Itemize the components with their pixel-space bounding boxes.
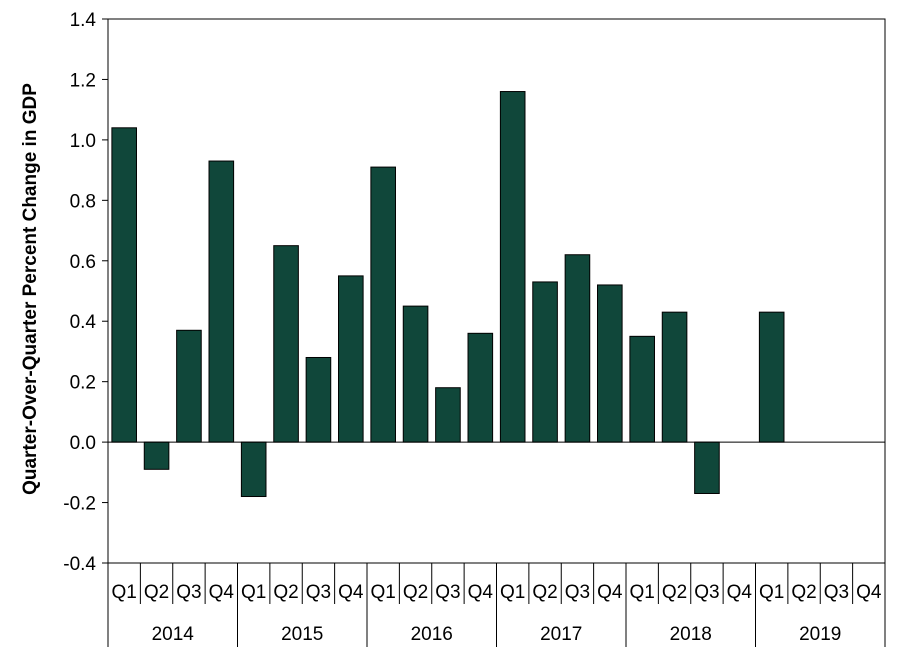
bar-2015-q1 — [240, 441, 267, 498]
x-tick-label-quarter: Q2 — [403, 582, 428, 603]
bar-2015-q3 — [305, 356, 332, 443]
x-tick-label-quarter: Q1 — [241, 582, 266, 603]
axes-group: -0.4 -0.2 0.0 0.2 0.4 0.6 0.8 1.0 1.2 1.4 Q1 Q2 Q3 Q4… — [63, 10, 886, 647]
x-tick-label-quarter: Q4 — [597, 582, 623, 603]
x-tick-label-quarter: Q3 — [694, 582, 719, 603]
y-tick-label: -0.4 — [63, 554, 96, 575]
x-tick-label-quarter: Q2 — [144, 582, 169, 603]
bar-2016-q1 — [370, 166, 396, 443]
bar-2017-q3 — [564, 254, 591, 443]
bar-2014-q3 — [176, 329, 202, 443]
x-tick-label-year: 2016 — [411, 624, 453, 645]
x-tick-label-quarter: Q2 — [662, 582, 687, 603]
bar-2016-q4 — [467, 332, 494, 443]
x-tick-label-year: 2014 — [152, 624, 195, 645]
y-tick-label: 0.6 — [70, 252, 96, 273]
x-tick-label-year: 2015 — [281, 624, 323, 645]
x-tick-label-quarter: Q3 — [435, 582, 460, 603]
x-tick-label-quarter: Q2 — [791, 582, 816, 603]
bar-2017-q2 — [532, 281, 558, 443]
x-tick-label-quarter: Q1 — [630, 582, 655, 603]
y-tick-label: -0.2 — [63, 494, 96, 515]
y-tick-label: 1.4 — [70, 10, 97, 31]
x-tick-label-quarter: Q1 — [371, 582, 396, 603]
y-tick-label: 1.0 — [70, 131, 96, 152]
bar-2018-q3 — [694, 441, 720, 494]
bar-2018-q2 — [661, 311, 688, 443]
bar-2016-q2 — [402, 305, 429, 443]
x-tick-label-quarter: Q1 — [759, 582, 784, 603]
bars-group — [111, 91, 785, 498]
x-tick-label-quarter: Q4 — [727, 582, 753, 603]
y-axis-title: Quarter-Over-Quarter Percent Change in G… — [20, 83, 41, 495]
y-tick-label: 0.2 — [70, 373, 96, 394]
bar-2017-q4 — [597, 284, 623, 443]
x-tick-label-quarter: Q4 — [209, 582, 235, 603]
x-tick-label-quarter: Q3 — [824, 582, 849, 603]
bar-2014-q1 — [111, 127, 137, 443]
bar-2014-q2 — [143, 441, 170, 470]
y-tick-label: 1.2 — [70, 70, 96, 91]
x-tick-label-year: 2017 — [540, 624, 582, 645]
x-tick-label-quarter: Q4 — [856, 582, 882, 603]
x-tick-label-year: 2018 — [670, 624, 712, 645]
x-tick-label-quarter: Q1 — [112, 582, 137, 603]
x-tick-label-quarter: Q2 — [532, 582, 557, 603]
bar-2018-q1 — [629, 335, 655, 443]
y-tick-label: 0.8 — [70, 191, 96, 212]
x-tick-label-quarter: Q3 — [306, 582, 331, 603]
x-tick-label-quarter: Q3 — [176, 582, 201, 603]
bar-2016-q3 — [435, 387, 461, 443]
x-tick-label-year: 2019 — [799, 624, 841, 645]
y-tick-label: 0.0 — [70, 433, 96, 454]
x-tick-label-quarter: Q4 — [338, 582, 364, 603]
x-tick-label-quarter: Q2 — [273, 582, 298, 603]
x-tick-label-quarter: Q1 — [500, 582, 525, 603]
bar-2015-q2 — [273, 245, 299, 443]
bar-2017-q1 — [499, 91, 526, 443]
x-tick-label-quarter: Q4 — [468, 582, 494, 603]
bar-2015-q4 — [338, 275, 364, 443]
y-tick-label: 0.4 — [70, 312, 97, 333]
x-tick-label-quarter: Q3 — [565, 582, 590, 603]
bar-2014-q4 — [208, 160, 235, 443]
bar-2019-q1 — [758, 311, 785, 443]
